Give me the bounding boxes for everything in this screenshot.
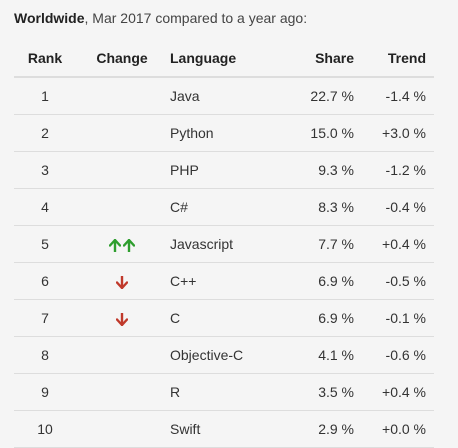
share-cell: 6.9 % (286, 262, 356, 300)
caption-period: , Mar 2017 compared to a year ago: (84, 10, 308, 26)
table-row: 5 Javascript 7.7 % +0.4 % (14, 225, 434, 263)
share-cell: 22.7 % (286, 77, 356, 115)
language-cell: Java (168, 77, 286, 115)
trend-cell: -1.2 % (356, 151, 434, 189)
language-cell: R (168, 373, 286, 411)
table-row: 7 C 6.9 % -0.1 % (14, 299, 434, 337)
change-cell (76, 336, 168, 374)
share-cell: 9.3 % (286, 151, 356, 189)
change-cell (76, 410, 168, 448)
trend-cell: -0.5 % (356, 262, 434, 300)
trend-cell: +0.0 % (356, 410, 434, 448)
language-cell: C# (168, 188, 286, 226)
trend-cell: -0.6 % (356, 336, 434, 374)
rank-cell: 9 (14, 373, 76, 411)
change-indicator (116, 312, 128, 326)
table-row: 9 R 3.5 % +0.4 % (14, 373, 434, 411)
table-row: 3 PHP 9.3 % -1.2 % (14, 151, 434, 189)
header-rank: Rank (14, 40, 76, 78)
rank-cell: 7 (14, 299, 76, 337)
language-cell: Javascript (168, 225, 286, 263)
rank-cell: 1 (14, 77, 76, 115)
trend-cell: +0.4 % (356, 225, 434, 263)
share-cell: 2.9 % (286, 410, 356, 448)
rank-cell: 2 (14, 114, 76, 152)
rank-cell: 10 (14, 410, 76, 448)
share-cell: 7.7 % (286, 225, 356, 263)
share-cell: 15.0 % (286, 114, 356, 152)
arrow-up-icon (123, 238, 135, 252)
table-row: 2 Python 15.0 % +3.0 % (14, 114, 434, 152)
change-cell (76, 188, 168, 226)
share-cell: 6.9 % (286, 299, 356, 337)
change-cell (76, 114, 168, 152)
trend-cell: -1.4 % (356, 77, 434, 115)
language-cell: Objective-C (168, 336, 286, 374)
change-cell (76, 225, 168, 263)
language-cell: C (168, 299, 286, 337)
language-ranking-table: Rank Change Language Share Trend 1 Java 22… (14, 40, 434, 448)
change-indicator (116, 275, 128, 289)
header-trend: Trend (356, 40, 434, 78)
table-body: 1 Java 22.7 % -1.4 % 2 Python 15.0 % +3.0 % 3 PHP… (14, 77, 434, 448)
change-cell (76, 299, 168, 337)
caption-scope: Worldwide (14, 10, 85, 26)
arrow-down-icon (116, 275, 128, 289)
arrow-down-icon (116, 312, 128, 326)
language-cell: C++ (168, 262, 286, 300)
trend-cell: +3.0 % (356, 114, 434, 152)
table-row: 1 Java 22.7 % -1.4 % (14, 77, 434, 115)
change-cell (76, 262, 168, 300)
share-cell: 3.5 % (286, 373, 356, 411)
share-cell: 4.1 % (286, 336, 356, 374)
table-row: 6 C++ 6.9 % -0.5 % (14, 262, 434, 300)
trend-cell: -0.1 % (356, 299, 434, 337)
trend-cell: +0.4 % (356, 373, 434, 411)
header-change: Change (76, 40, 168, 78)
arrow-up-icon (109, 238, 121, 252)
language-cell: PHP (168, 151, 286, 189)
table-caption: Worldwide, Mar 2017 compared to a year a… (14, 10, 307, 26)
rank-cell: 6 (14, 262, 76, 300)
header-share: Share (286, 40, 356, 78)
table-row: 8 Objective-C 4.1 % -0.6 % (14, 336, 434, 374)
language-cell: Python (168, 114, 286, 152)
language-cell: Swift (168, 410, 286, 448)
rank-cell: 3 (14, 151, 76, 189)
rank-cell: 5 (14, 225, 76, 263)
rank-cell: 8 (14, 336, 76, 374)
change-cell (76, 151, 168, 189)
table-header-row: Rank Change Language Share Trend (14, 40, 434, 78)
change-cell (76, 77, 168, 115)
change-cell (76, 373, 168, 411)
header-language: Language (168, 40, 286, 78)
table-row: 4 C# 8.3 % -0.4 % (14, 188, 434, 226)
trend-cell: -0.4 % (356, 188, 434, 226)
rank-cell: 4 (14, 188, 76, 226)
share-cell: 8.3 % (286, 188, 356, 226)
change-indicator (109, 238, 135, 252)
table-row: 10 Swift 2.9 % +0.0 % (14, 410, 434, 448)
